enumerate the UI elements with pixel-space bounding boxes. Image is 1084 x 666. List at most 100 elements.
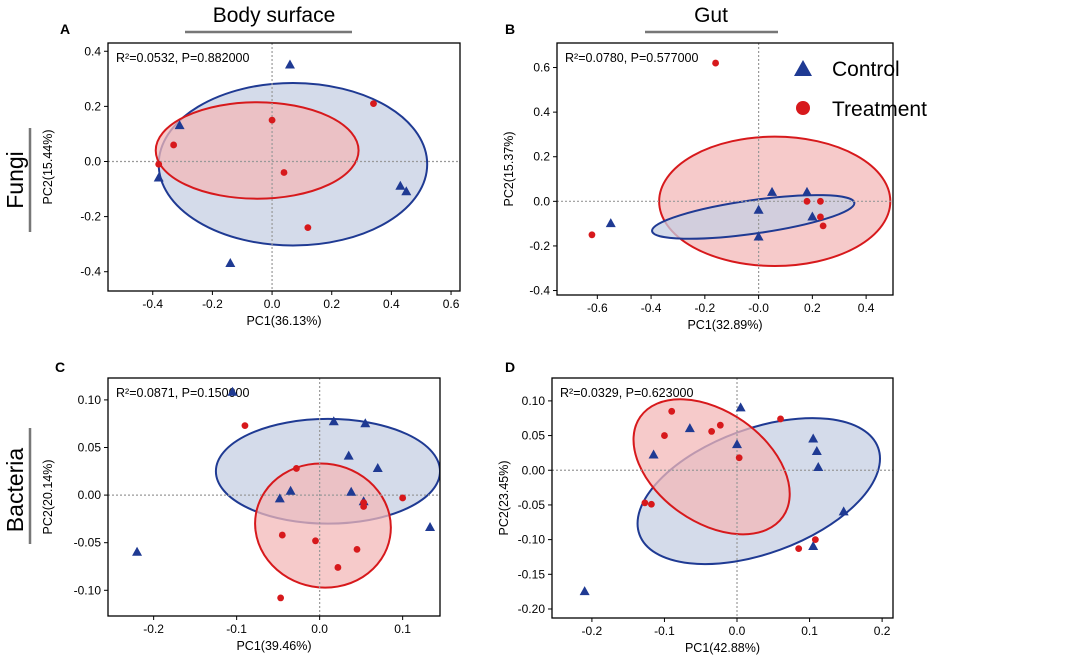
- treatment-point: [588, 231, 596, 239]
- treatment-point: [353, 545, 361, 553]
- control-point: [425, 521, 436, 531]
- control-point: [808, 541, 819, 551]
- plot-frame: [556, 42, 894, 296]
- x-tick-label: -0.2: [694, 301, 715, 315]
- x-tick-label: -0.2: [143, 622, 164, 636]
- control-point: [343, 450, 354, 460]
- control-point: [174, 120, 185, 130]
- control-point: [225, 257, 236, 267]
- treatment-point: [817, 213, 824, 221]
- treatment-point: [819, 222, 827, 230]
- x-tick-label: -0.1: [654, 624, 675, 638]
- control-point: [328, 416, 339, 426]
- treatment-point: [647, 500, 655, 508]
- control-point: [732, 439, 743, 449]
- y-tick-label: -0.05: [518, 498, 546, 512]
- y-axis-label: PC2(20.14%): [41, 459, 55, 534]
- y-tick-label: 0.2: [84, 99, 101, 113]
- x-tick-label: 0.1: [801, 624, 818, 638]
- x-tick-label: 0.1: [394, 622, 411, 636]
- column-header-gut: Gut: [694, 4, 728, 27]
- treatment-point: [811, 536, 819, 544]
- control-ellipse: [651, 194, 856, 240]
- y-axis-label: PC2(15.37%): [502, 131, 516, 206]
- treatment-point: [155, 160, 163, 168]
- y-tick-label: -0.10: [74, 583, 102, 597]
- treatment-point: [241, 422, 249, 429]
- control-point: [579, 586, 590, 596]
- panel-letter: B: [505, 21, 515, 37]
- x-tick-label: 0.0: [311, 622, 328, 636]
- treatment-point: [293, 465, 300, 472]
- y-tick-label: 0.00: [522, 463, 546, 477]
- treatment-point: [370, 100, 377, 108]
- control-point: [684, 423, 695, 433]
- x-tick-label: 0.2: [323, 297, 340, 311]
- control-point: [767, 186, 778, 196]
- y-tick-label: 0.05: [78, 440, 102, 454]
- y-tick-label: -0.2: [529, 239, 550, 253]
- control-point: [807, 211, 818, 221]
- x-tick-label: -0.4: [641, 301, 662, 315]
- y-tick-label: -0.4: [529, 284, 550, 298]
- control-point: [153, 172, 164, 182]
- x-tick-label: -0.4: [142, 297, 163, 311]
- x-axis-label: PC1(36.13%): [246, 314, 321, 328]
- treatment-point: [277, 594, 285, 602]
- plot-frame: [107, 42, 461, 292]
- y-tick-label: 0.10: [78, 393, 102, 407]
- legend-control-marker: [794, 60, 812, 76]
- treatment-point: [803, 197, 811, 205]
- y-tick-label: 0.0: [533, 194, 550, 208]
- control-point: [808, 433, 819, 443]
- x-tick-label: -0.2: [582, 624, 603, 638]
- control-point: [753, 231, 764, 241]
- treatment-point: [334, 564, 342, 571]
- control-point: [346, 486, 357, 496]
- treatment-point: [661, 432, 668, 439]
- treatment-point: [716, 421, 724, 429]
- control-point: [284, 59, 295, 69]
- y-tick-label: 0.2: [533, 150, 550, 164]
- control-point: [227, 386, 238, 396]
- control-point: [132, 546, 143, 556]
- treatment-point: [280, 169, 288, 176]
- control-point: [401, 186, 412, 196]
- confidence-ellipses: [632, 398, 881, 566]
- y-tick-label: 0.4: [533, 105, 550, 119]
- x-tick-label: 0.6: [443, 297, 460, 311]
- plot-frame: [551, 377, 894, 619]
- control-point: [372, 462, 383, 472]
- panel-letter: C: [55, 359, 65, 375]
- x-tick-label: 0.2: [874, 624, 891, 638]
- control-point: [274, 493, 285, 503]
- y-tick-label: -0.4: [80, 265, 101, 279]
- treatment-point: [777, 415, 784, 423]
- treatment-point: [170, 141, 178, 149]
- control-point: [801, 186, 812, 196]
- x-tick-label: 0.2: [804, 301, 821, 315]
- x-axis-label: PC1(39.46%): [236, 639, 311, 653]
- y-tick-label: 0.00: [78, 488, 102, 502]
- x-tick-label: 0.0: [729, 624, 746, 638]
- stat-annotation: R²=0.0329, P=0.623000: [560, 386, 693, 400]
- control-point: [813, 461, 824, 471]
- control-point: [285, 485, 296, 495]
- stat-annotation: R²=0.0780, P=0.577000: [565, 51, 698, 65]
- y-tick-label: 0.05: [522, 429, 546, 443]
- treatment-point: [668, 407, 676, 415]
- treatment-point: [817, 197, 824, 205]
- x-tick-label: -0.1: [226, 622, 247, 636]
- control-point: [395, 180, 406, 190]
- y-tick-label: 0.6: [533, 61, 550, 75]
- x-tick-label: 0.4: [858, 301, 875, 315]
- panel-letter: D: [505, 359, 515, 375]
- treatment-point: [278, 531, 286, 539]
- y-axis-label: PC2(15.44%): [41, 129, 55, 204]
- panel-letter: A: [60, 21, 70, 37]
- x-axis-label: PC1(42.88%): [685, 641, 760, 655]
- legend: Control Treatment: [794, 58, 927, 121]
- control-point: [838, 506, 849, 516]
- x-tick-label: -0.6: [587, 301, 608, 315]
- treatment-point: [708, 428, 716, 435]
